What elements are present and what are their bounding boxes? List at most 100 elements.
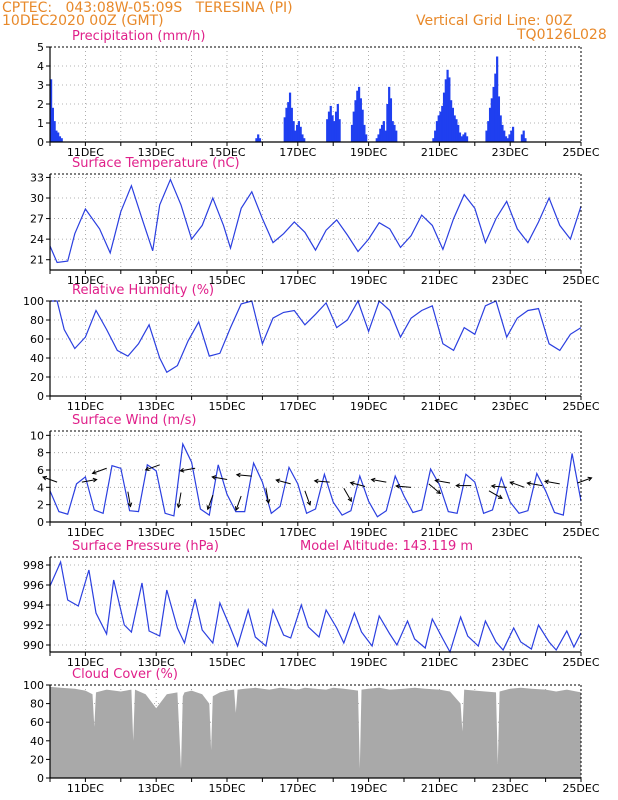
y-tick-label: 998 [23,559,44,572]
precip-bar [448,77,451,142]
x-tick-label: 17DEC [279,400,316,413]
wind-arrow-head [395,483,401,489]
precip-bar [352,111,355,142]
wind-arrow [577,476,593,484]
y-tick-label: 1 [37,117,44,130]
precip-bar [391,121,394,142]
wind-arrow [370,477,387,483]
precip-bar [299,126,302,142]
y-tick-label: 4 [37,60,44,73]
wind-arrow-head [349,481,355,486]
y-tick-label: 0 [37,390,44,403]
panel-annotation: Model Altitude: 143.119 m [300,539,473,554]
precip-bar [389,98,393,142]
precip-bar [327,111,331,142]
x-tick-label: 11DEC [67,400,104,413]
x-tick-label: 19DEC [350,400,387,413]
wind-arrow [349,481,366,487]
precip-bar [388,86,391,142]
wind-arrow-head [497,494,503,499]
x-tick-label: 23DEC [492,400,529,413]
y-tick-label: 990 [23,639,44,652]
wind-arrow-shaft [207,494,214,510]
wind-arrow-shaft [81,479,97,483]
precip-bar [359,98,362,142]
wind-arrow [455,483,472,488]
panel-5: Cloud Cover (%) 0 20 40 60 80 100 11DEC 13DEC 15D… [23,667,600,795]
wind-arrow [211,475,228,481]
precip-bar [57,132,60,142]
x-tick-label: 23DEC [492,146,529,159]
x-tick-label: 21DEC [421,782,458,795]
y-tick-label: 0 [37,136,44,149]
precip-bar [361,109,364,142]
series-line [49,441,582,518]
precip-bar [455,119,458,142]
y-tick-label: 100 [23,679,44,692]
precip-bar [51,107,54,142]
y-tick-label: 80 [30,314,44,327]
x-tick-label: 17DEC [279,526,316,539]
wind-arrow [144,464,160,472]
y-tick-label: 8 [37,447,44,460]
wind-arrow-shaft [265,488,270,504]
precip-bar [288,92,292,142]
wind-arrow-shaft [350,482,366,487]
wind-arrow-shaft [396,485,412,488]
x-tick-label: 19DEC [350,274,387,287]
wind-arrow-head [211,475,217,480]
wind-arrow [428,483,442,495]
precip-bar [485,130,488,142]
x-tick-label: 17DEC [279,146,316,159]
y-tick-label: 3 [37,79,44,92]
x-tick-label: 25DEC [562,782,599,795]
header-grid-note: Vertical Grid Line: 00Z [416,13,573,29]
y-tick-label: 4 [37,481,44,494]
wind-arrow-head [206,505,212,511]
y-tick-label: 24 [30,233,44,246]
x-tick-label: 21DEC [421,274,458,287]
wind-arrow-head [144,466,150,472]
precip-bar [333,121,336,142]
y-tick-label: 60 [30,716,44,729]
precip-bar [58,136,62,142]
wind-arrow [265,488,271,504]
precip-bar [334,111,338,142]
y-tick-label: 60 [30,333,44,346]
precip-bar [510,130,513,142]
x-tick-label: 13DEC [138,400,175,413]
precip-bar [338,119,341,142]
precip-bar [393,124,396,142]
wind-arrow [434,478,451,484]
wind-arrow [543,479,560,485]
panel-title: Cloud Cover (%) [72,667,178,682]
x-tick-label: 19DEC [350,656,387,669]
wind-arrow [127,491,133,508]
precip-bar [294,130,297,142]
y-tick-label: 0 [37,516,44,529]
y-tick-label: 30 [30,192,44,205]
y-tick-label: 6 [37,464,44,477]
wind-arrow-shaft [235,495,242,511]
cloud-cover-area [50,686,581,778]
wind-arrow [275,478,291,485]
x-tick-label: 19DEC [350,146,387,159]
wind-arrow-head [313,478,319,484]
precip-bar [497,96,501,142]
wind-arrow-shaft [304,490,311,506]
wind-arrow-shaft [92,467,107,474]
wind-arrow-head [176,503,182,509]
wind-arrow-head [509,481,515,486]
x-tick-label: 21DEC [421,526,458,539]
precip-bar [504,136,508,142]
wind-arrow-shaft [371,479,387,483]
y-tick-label: 5 [37,41,44,54]
x-tick-label: 23DEC [492,526,529,539]
precip-bar [365,134,368,142]
x-tick-label: 21DEC [421,400,458,413]
wind-arrow-shaft [510,481,525,488]
x-tick-label: 15DEC [208,782,245,795]
y-tick-label: 100 [23,295,44,308]
panel-title: Relative Humidity (%) [72,283,214,298]
